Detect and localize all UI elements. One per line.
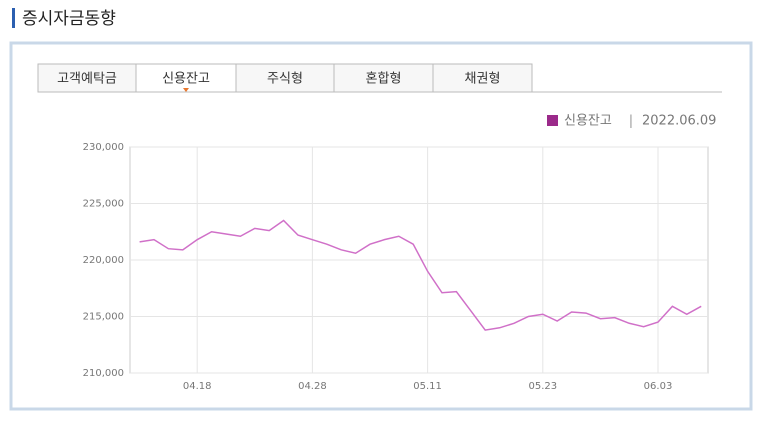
title-bar [12, 8, 15, 28]
tab-label[interactable]: 혼합형 [366, 72, 402, 87]
legend-date: 2022.06.09 [642, 114, 716, 129]
y-tick-label: 225,000 [83, 199, 124, 210]
tab-label[interactable]: 신용잔고 [162, 72, 210, 87]
tab-active-marker [183, 88, 189, 92]
page-title: 증시자금동향 [22, 9, 116, 29]
panel [9, 41, 753, 411]
x-tick-label: 04.18 [183, 381, 212, 392]
y-tick-label: 210,000 [83, 368, 124, 379]
tab[interactable] [235, 63, 335, 93]
legend-swatch [547, 115, 558, 126]
x-tick-label: 05.23 [528, 381, 557, 392]
legend-label: 신용잔고 [564, 114, 612, 129]
tab-label[interactable]: 채권형 [465, 72, 501, 87]
legend-separator: | [629, 114, 633, 129]
tab[interactable] [333, 63, 434, 93]
x-tick-label: 06.03 [644, 381, 673, 392]
x-tick-label: 04.28 [298, 381, 327, 392]
y-tick-label: 230,000 [83, 142, 124, 153]
tab-label[interactable]: 주식형 [267, 72, 303, 87]
tab[interactable] [37, 63, 137, 93]
series-line [139, 219, 702, 331]
tab[interactable] [432, 63, 533, 93]
tab-label[interactable]: 고객예탁금 [57, 72, 117, 87]
y-tick-label: 215,000 [83, 312, 124, 323]
x-tick-label: 05.11 [413, 381, 442, 392]
y-tick-label: 220,000 [83, 255, 124, 266]
